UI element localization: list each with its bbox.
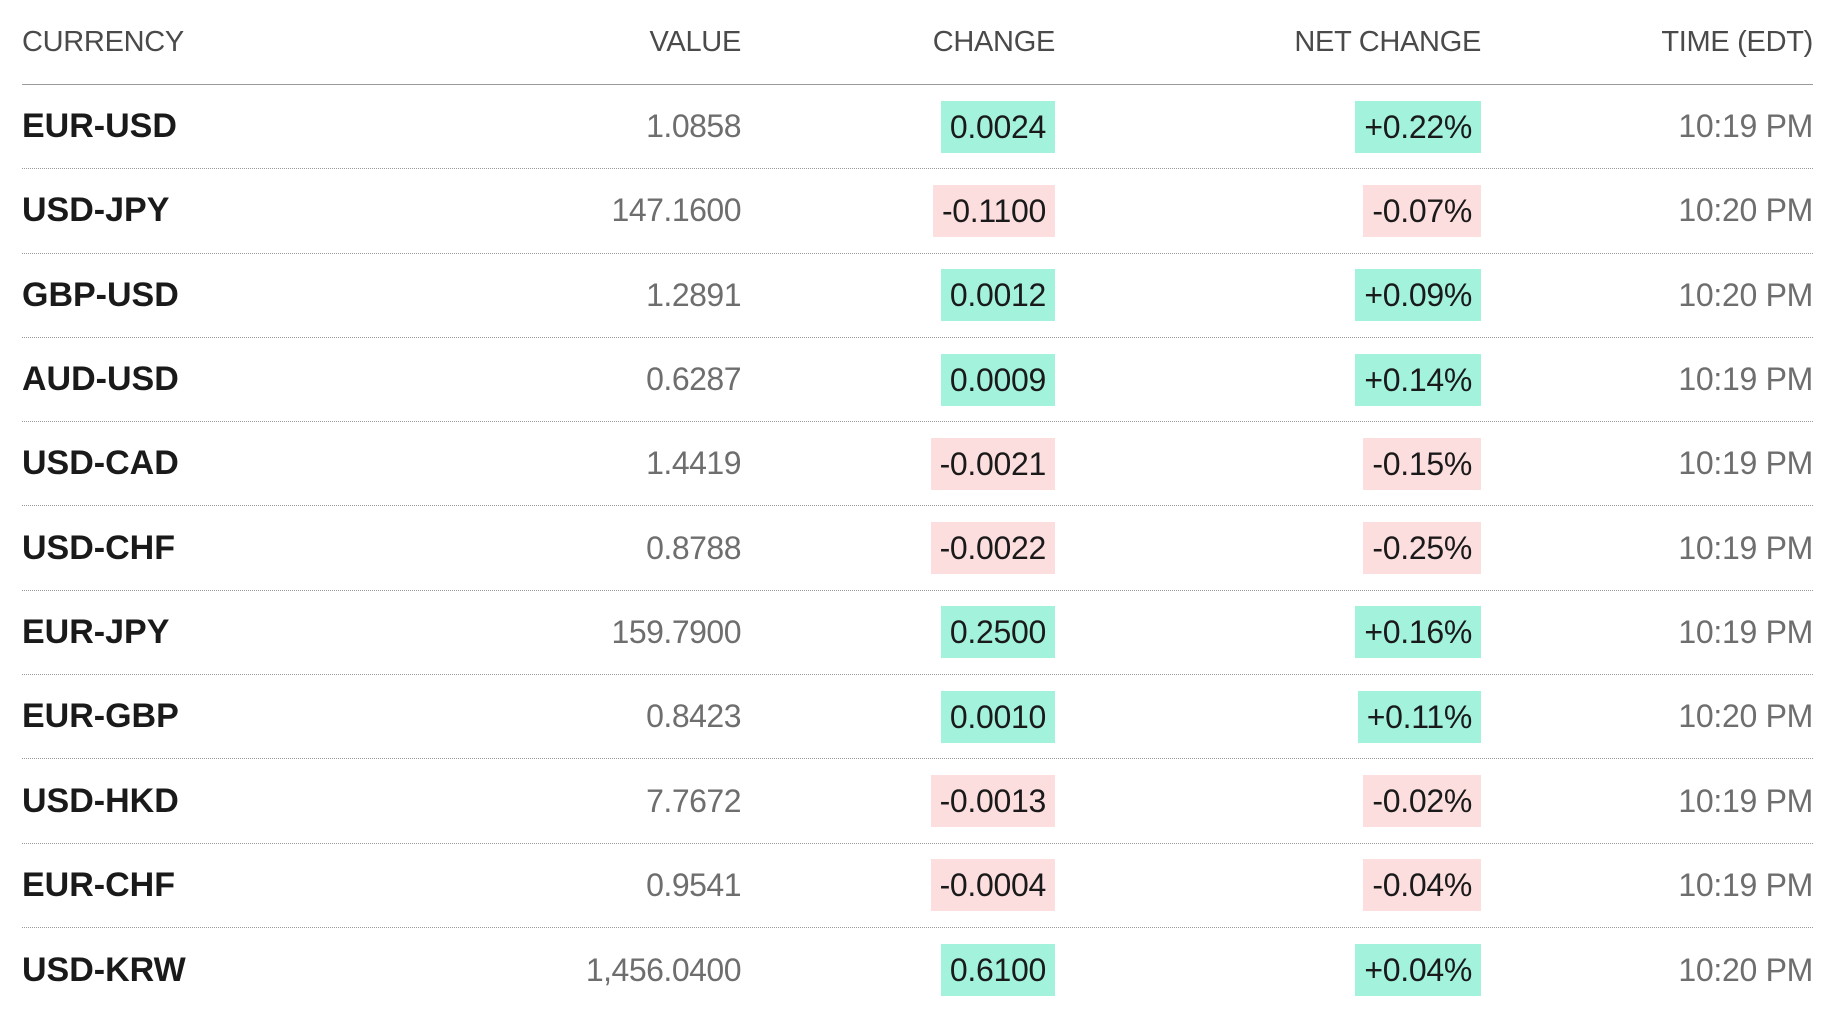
change-badge: 0.2500 [940, 606, 1055, 659]
net-change-badge: -0.15% [1363, 437, 1481, 490]
change-cell: -0.1100 [932, 169, 1055, 252]
time-cell: 10:19 PM [1678, 613, 1813, 650]
change-badge: 0.0012 [940, 269, 1055, 322]
time-cell: 10:19 PM [1678, 445, 1813, 482]
currency-pair-link[interactable]: USD-CHF [22, 528, 175, 567]
column-header-currency[interactable]: CURRENCY [22, 26, 184, 58]
currency-pair-link[interactable]: USD-JPY [22, 191, 170, 230]
currency-pair-link[interactable]: EUR-JPY [22, 612, 170, 651]
table-row[interactable]: EUR-CHF 0.9541 -0.0004 -0.04% 10:19 PM [22, 844, 1813, 928]
net-change-badge: -0.07% [1363, 184, 1481, 237]
net-change-badge: -0.25% [1363, 522, 1481, 575]
value-cell: 1.0858 [646, 108, 741, 145]
currency-pair-link[interactable]: EUR-CHF [22, 865, 175, 904]
net-change-cell: +0.14% [1355, 338, 1481, 421]
net-change-badge: +0.14% [1355, 353, 1481, 406]
table-header: CURRENCY VALUE CHANGE NET CHANGE TIME (E… [22, 0, 1813, 85]
net-change-badge: +0.04% [1355, 944, 1481, 997]
table-row[interactable]: USD-HKD 7.7672 -0.0013 -0.02% 10:19 PM [22, 759, 1813, 844]
net-change-cell: -0.04% [1363, 844, 1481, 927]
change-badge: 0.6100 [940, 944, 1055, 997]
time-cell: 10:20 PM [1678, 951, 1813, 988]
change-cell: -0.0022 [930, 506, 1055, 589]
change-cell: 0.0010 [940, 675, 1055, 758]
change-cell: -0.0004 [930, 844, 1055, 927]
table-row[interactable]: EUR-USD 1.0858 0.0024 +0.22% 10:19 PM [22, 85, 1813, 170]
currency-pair-link[interactable]: EUR-USD [22, 107, 177, 146]
table-row[interactable]: USD-CHF 0.8788 -0.0022 -0.25% 10:19 PM [22, 506, 1813, 591]
change-cell: -0.0021 [930, 422, 1055, 505]
currency-pair-link[interactable]: EUR-GBP [22, 697, 179, 736]
net-change-cell: +0.04% [1355, 928, 1481, 1012]
value-cell: 1.2891 [646, 276, 741, 313]
net-change-badge: -0.02% [1363, 775, 1481, 828]
net-change-badge: +0.11% [1357, 690, 1481, 743]
net-change-cell: -0.07% [1363, 169, 1481, 252]
value-cell: 7.7672 [646, 782, 741, 819]
currency-pair-link[interactable]: USD-KRW [22, 950, 186, 989]
change-cell: -0.0013 [930, 759, 1055, 842]
change-badge: 0.0010 [940, 690, 1055, 743]
change-cell: 0.0009 [940, 338, 1055, 421]
table-row[interactable]: USD-JPY 147.1600 -0.1100 -0.07% 10:20 PM [22, 169, 1813, 254]
change-cell: 0.2500 [940, 591, 1055, 674]
change-badge: 0.0009 [940, 353, 1055, 406]
currency-table: CURRENCY VALUE CHANGE NET CHANGE TIME (E… [22, 0, 1813, 1012]
net-change-badge: +0.22% [1355, 100, 1481, 153]
change-badge: -0.0004 [930, 859, 1055, 912]
change-cell: 0.0012 [940, 254, 1055, 337]
table-row[interactable]: EUR-GBP 0.8423 0.0010 +0.11% 10:20 PM [22, 675, 1813, 760]
value-cell: 1.4419 [646, 445, 741, 482]
net-change-cell: +0.22% [1355, 85, 1481, 168]
net-change-badge: +0.16% [1355, 606, 1481, 659]
net-change-badge: -0.04% [1363, 859, 1481, 912]
time-cell: 10:19 PM [1678, 782, 1813, 819]
table-row[interactable]: EUR-JPY 159.7900 0.2500 +0.16% 10:19 PM [22, 591, 1813, 676]
value-cell: 147.1600 [611, 192, 742, 229]
time-cell: 10:19 PM [1678, 361, 1813, 398]
time-cell: 10:20 PM [1678, 698, 1813, 735]
table-row[interactable]: USD-CAD 1.4419 -0.0021 -0.15% 10:19 PM [22, 422, 1813, 507]
time-cell: 10:19 PM [1678, 866, 1813, 903]
column-header-net-change[interactable]: NET CHANGE [1294, 26, 1481, 58]
change-badge: -0.0021 [930, 437, 1055, 490]
value-cell: 0.9541 [646, 866, 741, 903]
value-cell: 1,456.0400 [585, 951, 742, 988]
currency-pair-link[interactable]: GBP-USD [22, 275, 179, 314]
change-cell: 0.0024 [940, 85, 1055, 168]
time-cell: 10:19 PM [1678, 529, 1813, 566]
change-badge: -0.1100 [932, 184, 1055, 237]
value-cell: 0.8788 [646, 529, 741, 566]
net-change-cell: -0.15% [1363, 422, 1481, 505]
column-header-change[interactable]: CHANGE [932, 26, 1056, 58]
table-row[interactable]: GBP-USD 1.2891 0.0012 +0.09% 10:20 PM [22, 254, 1813, 338]
column-header-value[interactable]: VALUE [649, 26, 742, 58]
change-badge: -0.0022 [930, 522, 1055, 575]
table-body: EUR-USD 1.0858 0.0024 +0.22% 10:19 PM USD-JPY… [22, 85, 1813, 1012]
change-badge: -0.0013 [930, 775, 1055, 828]
time-cell: 10:20 PM [1678, 192, 1813, 229]
currency-pair-link[interactable]: USD-CAD [22, 444, 179, 483]
time-cell: 10:19 PM [1678, 108, 1813, 145]
change-cell: 0.6100 [940, 928, 1055, 1012]
time-cell: 10:20 PM [1678, 276, 1813, 313]
value-cell: 0.8423 [646, 698, 741, 735]
net-change-cell: -0.25% [1363, 506, 1481, 589]
value-cell: 0.6287 [646, 361, 741, 398]
net-change-cell: +0.09% [1355, 254, 1481, 337]
table-row[interactable]: USD-KRW 1,456.0400 0.6100 +0.04% 10:20 PM [22, 928, 1813, 1012]
value-cell: 159.7900 [611, 613, 742, 650]
currency-pair-link[interactable]: USD-HKD [22, 781, 179, 820]
net-change-badge: +0.09% [1355, 269, 1481, 322]
column-header-time[interactable]: TIME (EDT) [1661, 26, 1813, 58]
table-row[interactable]: AUD-USD 0.6287 0.0009 +0.14% 10:19 PM [22, 338, 1813, 423]
net-change-cell: +0.16% [1355, 591, 1481, 674]
change-badge: 0.0024 [940, 100, 1055, 153]
net-change-cell: -0.02% [1363, 759, 1481, 842]
currency-pair-link[interactable]: AUD-USD [22, 360, 179, 399]
net-change-cell: +0.11% [1357, 675, 1481, 758]
